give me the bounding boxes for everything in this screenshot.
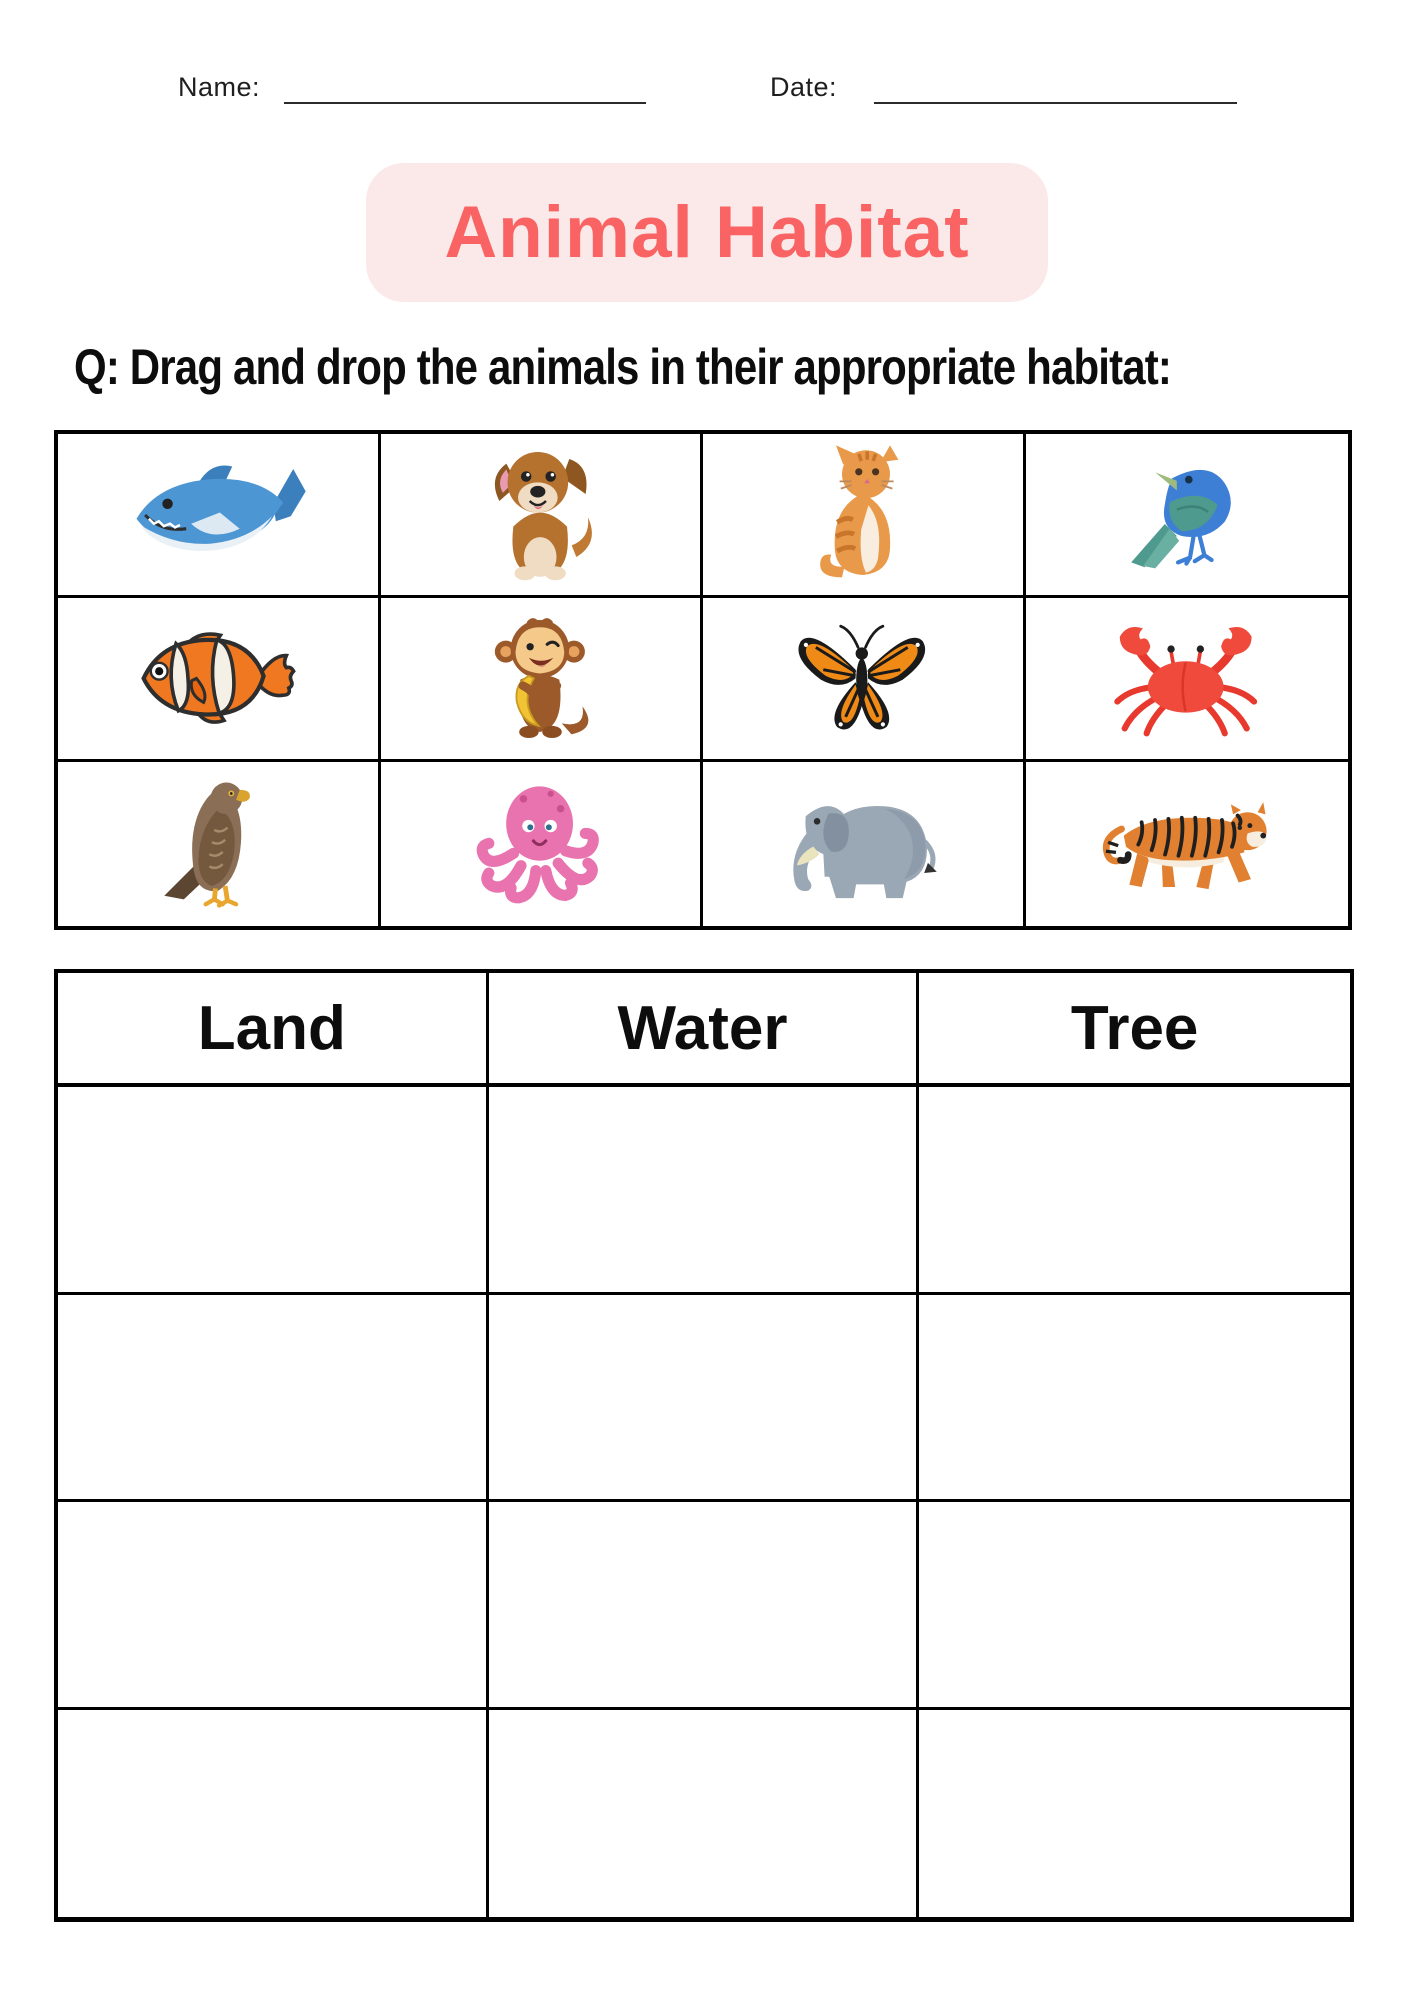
habitat-table: Land Water Tree — [54, 969, 1354, 1922]
habitat-drop-cell-tree-row4[interactable] — [919, 1709, 1350, 1917]
habitat-header-tree: Tree — [1070, 993, 1199, 1063]
clownfish-image — [141, 631, 296, 724]
date-label: Date: — [770, 72, 838, 102]
habitat-drop-cell-land-row4[interactable] — [58, 1709, 489, 1917]
animal-cell-crab[interactable] — [1025, 598, 1348, 762]
butterfly-image — [798, 624, 926, 729]
animal-cell-butterfly[interactable] — [703, 598, 1026, 762]
habitat-header-land: Land — [58, 973, 489, 1083]
date-input-line[interactable] — [874, 102, 1237, 104]
animal-cell-dog[interactable] — [380, 434, 703, 598]
animal-cell-octopus[interactable] — [380, 762, 703, 926]
animal-grid — [54, 430, 1352, 930]
animal-cell-elephant[interactable] — [703, 762, 1026, 926]
habitat-table-body — [58, 1087, 1350, 1917]
habitat-drop-cell-land-row3[interactable] — [58, 1502, 489, 1710]
habitat-drop-cell-tree-row1[interactable] — [919, 1087, 1350, 1295]
tiger-image — [1103, 802, 1268, 890]
elephant-image — [793, 805, 937, 899]
animal-cell-shark[interactable] — [58, 434, 381, 598]
habitat-drop-cell-land-row1[interactable] — [58, 1087, 489, 1295]
crab-image — [1114, 626, 1258, 736]
habitat-table-header-row: Land Water Tree — [58, 973, 1350, 1087]
question-text: Q: Drag and drop the animals in their ap… — [74, 339, 1172, 395]
title-badge: Animal Habitat — [366, 163, 1048, 302]
cat-image — [819, 444, 899, 577]
shark-image — [136, 465, 307, 551]
animal-cell-bird[interactable] — [1025, 434, 1348, 598]
octopus-image — [476, 786, 599, 904]
animal-cell-clownfish[interactable] — [58, 598, 381, 762]
animal-cell-eagle[interactable] — [58, 762, 381, 926]
animal-cell-monkey[interactable] — [380, 598, 703, 762]
habitat-drop-cell-land-row2[interactable] — [58, 1294, 489, 1502]
habitat-drop-cell-water-row2[interactable] — [488, 1294, 920, 1502]
eagle-image — [164, 782, 250, 908]
habitat-header-water: Water — [489, 973, 920, 1083]
dog-image — [494, 451, 592, 580]
habitat-drop-cell-water-row4[interactable] — [488, 1709, 920, 1917]
habitat-drop-cell-tree-row3[interactable] — [919, 1502, 1350, 1710]
name-label: Name: — [178, 72, 261, 102]
habitat-drop-cell-water-row1[interactable] — [488, 1087, 920, 1295]
habitat-drop-cell-water-row3[interactable] — [488, 1502, 920, 1710]
name-input-line[interactable] — [284, 102, 646, 104]
habitat-drop-cell-tree-row2[interactable] — [919, 1294, 1350, 1502]
animal-cell-cat[interactable] — [703, 434, 1026, 598]
animal-cell-tiger[interactable] — [1025, 762, 1348, 926]
monkey-image — [495, 617, 589, 738]
page-title: Animal Habitat — [444, 192, 970, 273]
bird-image — [1130, 469, 1231, 568]
